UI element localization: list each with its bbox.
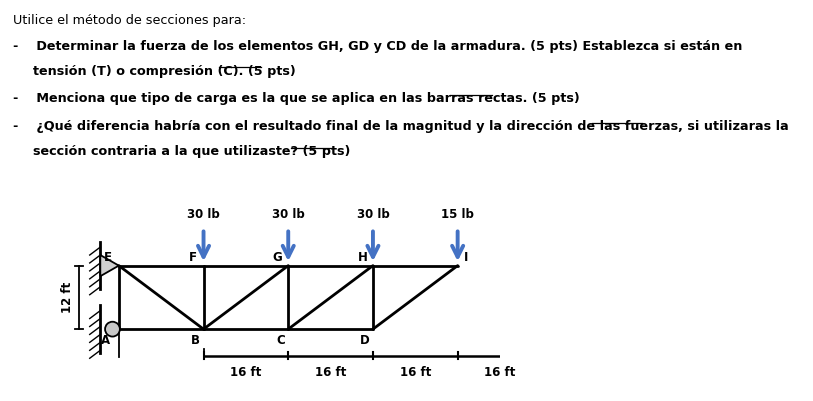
Text: C: C [276, 334, 285, 347]
Text: 16 ft: 16 ft [315, 366, 346, 379]
Text: sección contraria a la que utilizaste? (5 pts): sección contraria a la que utilizaste? (… [33, 145, 350, 158]
Text: H: H [358, 251, 367, 264]
Text: G: G [273, 251, 283, 264]
Circle shape [105, 322, 120, 336]
Text: -    Determinar la fuerza de los elementos GH, GD y CD de la armadura. (5 pts) E: - Determinar la fuerza de los elementos … [13, 40, 742, 53]
Text: I: I [463, 251, 467, 264]
Text: -    ¿Qué diferencia habría con el resultado final de la magnitud y la dirección: - ¿Qué diferencia habría con el resultad… [13, 120, 789, 133]
Text: -    Menciona que tipo de carga es la que se aplica en las barras rectas. (5 pts: - Menciona que tipo de carga es la que s… [13, 92, 580, 105]
Text: 15 lb: 15 lb [441, 208, 474, 221]
Text: 30 lb: 30 lb [187, 208, 220, 221]
Text: D: D [360, 334, 370, 347]
Text: 16 ft: 16 ft [485, 366, 515, 379]
Text: 16 ft: 16 ft [230, 366, 262, 379]
Text: B: B [191, 334, 200, 347]
Text: 30 lb: 30 lb [357, 208, 389, 221]
Text: 16 ft: 16 ft [400, 366, 431, 379]
Text: A: A [101, 334, 110, 347]
Text: F: F [189, 251, 197, 264]
Text: E: E [104, 251, 112, 264]
Text: Utilice el método de secciones para:: Utilice el método de secciones para: [13, 14, 246, 27]
Polygon shape [100, 255, 119, 276]
Text: 12 ft: 12 ft [61, 282, 74, 313]
Text: tensión (T) o compresión (C). (5 pts): tensión (T) o compresión (C). (5 pts) [33, 65, 296, 78]
Text: 30 lb: 30 lb [272, 208, 305, 221]
